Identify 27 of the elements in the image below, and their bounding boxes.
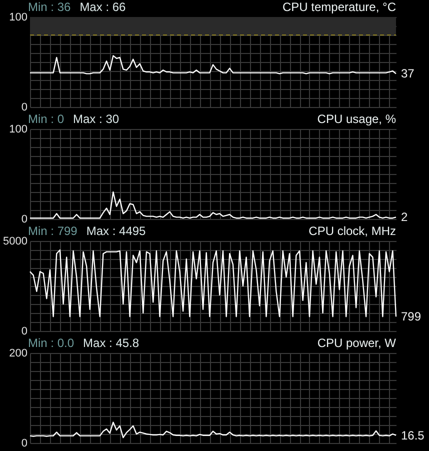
text: 799 xyxy=(401,310,422,324)
line-series xyxy=(29,422,397,438)
line-series xyxy=(29,55,397,74)
chart-title: CPU clock, MHz xyxy=(308,224,396,238)
text: 37 xyxy=(401,66,415,81)
text: 2 xyxy=(401,210,408,224)
chart-title: CPU power, W xyxy=(317,336,396,350)
chart-title: CPU temperature, °C xyxy=(282,0,396,14)
text: 16.5 xyxy=(401,428,425,442)
y-tick-label: 5000 xyxy=(3,236,28,248)
y-tick-label: 0 xyxy=(21,102,28,114)
text: Min : 0 xyxy=(28,112,64,126)
y-tick-label: 0 xyxy=(21,214,28,226)
text: Max : 45.8 xyxy=(83,336,140,350)
text: Min : 0.0 xyxy=(28,336,74,350)
y-tick-label: 100 xyxy=(9,124,28,136)
text: Min : 799 xyxy=(28,224,78,238)
y-tick-label: 200 xyxy=(9,348,28,360)
line-series xyxy=(29,249,397,318)
y-tick-label: 0 xyxy=(21,438,28,450)
y-tick-label: 0 xyxy=(21,326,28,338)
text: Max : 66 xyxy=(80,0,126,14)
y-tick-label: 100 xyxy=(9,12,28,24)
text: Max : 30 xyxy=(73,112,120,126)
chart-title: CPU usage, % xyxy=(317,112,396,126)
text: Min : 36 xyxy=(28,0,71,14)
text: Max : 4495 xyxy=(86,224,146,238)
